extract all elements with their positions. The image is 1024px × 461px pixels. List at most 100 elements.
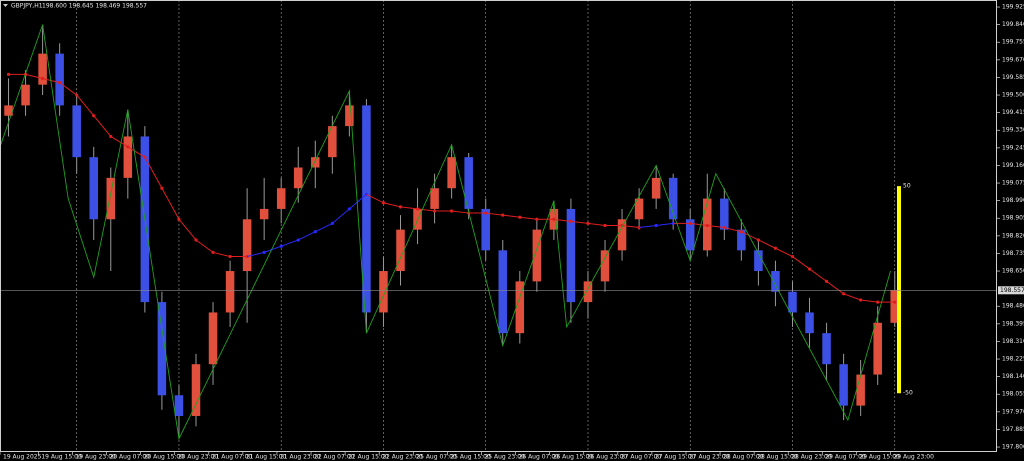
candle-body xyxy=(839,364,848,406)
ma-point xyxy=(893,300,897,304)
x-tick-label: 29 Aug 07:00 xyxy=(825,454,866,461)
candle-body xyxy=(379,271,388,313)
y-tick-label: 199.160 xyxy=(1002,162,1024,169)
candle-body xyxy=(668,177,678,220)
candle-body xyxy=(737,229,746,251)
candle-body xyxy=(208,312,218,365)
ma-segment xyxy=(263,245,282,253)
y-tick-label: 198.735 xyxy=(1002,250,1024,257)
ma-segment xyxy=(281,239,299,247)
y-tick-label: 199.075 xyxy=(1002,180,1024,187)
y-tick-label: 198.225 xyxy=(1002,356,1024,363)
ma-segment xyxy=(690,222,708,226)
ma-segment xyxy=(843,293,861,301)
ma-segment xyxy=(707,224,725,229)
candle-body xyxy=(89,157,98,220)
y-tick-label: 199.330 xyxy=(1002,127,1024,134)
ma-segment xyxy=(553,218,571,222)
ma-segment xyxy=(161,187,180,220)
ma-segment xyxy=(860,299,878,303)
ma-point xyxy=(450,209,454,213)
y-tick-label: 198.395 xyxy=(1002,320,1024,327)
candle-body xyxy=(634,198,644,220)
ma-segment xyxy=(110,136,129,148)
candle-body xyxy=(873,322,882,375)
candle-body xyxy=(174,395,184,416)
x-tick-label: 25 Aug 15:00 xyxy=(450,454,491,461)
y-tick-label: 199.585 xyxy=(1002,74,1024,81)
x-tick-label: 26 Aug 15:00 xyxy=(553,454,594,461)
x-tick-label: 25 Aug 23:00 xyxy=(484,454,525,461)
current-price-label: 198.557 xyxy=(1000,287,1024,294)
candle-body xyxy=(651,177,661,199)
ma-segment xyxy=(25,73,43,79)
ma-segment xyxy=(127,146,146,158)
ma-segment xyxy=(298,231,316,241)
candle-body xyxy=(276,188,286,209)
candle-body xyxy=(890,290,900,323)
y-tick-label: 198.140 xyxy=(1002,373,1024,380)
range-label-bottom: -50 xyxy=(903,390,913,397)
ma-segment xyxy=(59,82,77,96)
candle-body xyxy=(38,53,47,85)
x-tick-label: 19 Aug 2025 xyxy=(3,454,42,461)
ma-segment xyxy=(93,115,112,137)
ma-segment xyxy=(656,222,674,226)
y-tick-label: 199.755 xyxy=(1002,39,1024,46)
candle-body xyxy=(600,250,610,282)
candle-body xyxy=(481,208,490,251)
ma-segment xyxy=(639,224,657,229)
ma-segment xyxy=(809,268,827,282)
candle-body xyxy=(259,208,269,220)
ma-segment xyxy=(826,280,844,295)
y-tick-label: 197.885 xyxy=(1002,426,1024,433)
candle-body xyxy=(225,271,235,313)
ma-segment xyxy=(792,256,810,270)
candle-body xyxy=(157,302,167,396)
candle-body xyxy=(430,188,439,209)
ma-segment xyxy=(570,220,589,224)
ma-segment xyxy=(587,222,606,226)
x-tick-label: 19 Aug 15:00 xyxy=(41,454,82,461)
ma-segment xyxy=(366,193,384,204)
candle-body xyxy=(106,177,116,220)
x-tick-label: 20 Aug 07:00 xyxy=(110,454,151,461)
y-tick-label: 198.480 xyxy=(1002,303,1024,310)
candle-body xyxy=(293,167,303,189)
y-tick-label: 198.820 xyxy=(1002,232,1024,239)
ma-point xyxy=(211,250,215,254)
ma-point xyxy=(398,205,403,209)
candle-body xyxy=(4,105,13,116)
candle-body xyxy=(788,291,797,313)
ma-segment xyxy=(400,206,418,210)
candle-body xyxy=(583,281,593,303)
y-tick-label: 197.800 xyxy=(1002,444,1024,451)
ma-segment xyxy=(247,251,265,258)
y-tick-label: 197.970 xyxy=(1002,408,1024,415)
zigzag xyxy=(0,24,891,441)
ma-segment xyxy=(621,224,640,229)
x-tick-label: 21 Aug 07:00 xyxy=(212,454,253,461)
candle-body xyxy=(566,208,576,303)
ma-segment xyxy=(758,239,776,249)
ma-segment xyxy=(383,202,401,208)
y-tick-label: 198.990 xyxy=(1002,197,1024,204)
candle-body xyxy=(21,84,30,106)
candle-body xyxy=(856,374,865,406)
x-tick-label: 21 Aug 15:00 xyxy=(246,454,287,461)
x-tick-label: 27 Aug 15:00 xyxy=(655,454,696,461)
x-tick-label: 27 Aug 23:00 xyxy=(689,454,730,461)
x-tick-label: 21 Aug 23:00 xyxy=(280,454,321,461)
y-tick-label: 199.840 xyxy=(1002,21,1024,28)
candle-body xyxy=(498,250,508,334)
quote: 198.600 198.645 198.469 198.557 xyxy=(42,3,147,10)
candle-body xyxy=(617,219,627,251)
ma-segment xyxy=(502,214,520,218)
y-tick-label: 198.055 xyxy=(1002,391,1024,398)
x-tick-label: 27 Aug 07:00 xyxy=(621,454,662,461)
x-tick-label: 22 Aug 23:00 xyxy=(382,454,423,461)
candle-body xyxy=(515,281,525,334)
ma-segment xyxy=(519,216,537,220)
x-tick-label: 25 Aug 07:00 xyxy=(416,454,457,461)
